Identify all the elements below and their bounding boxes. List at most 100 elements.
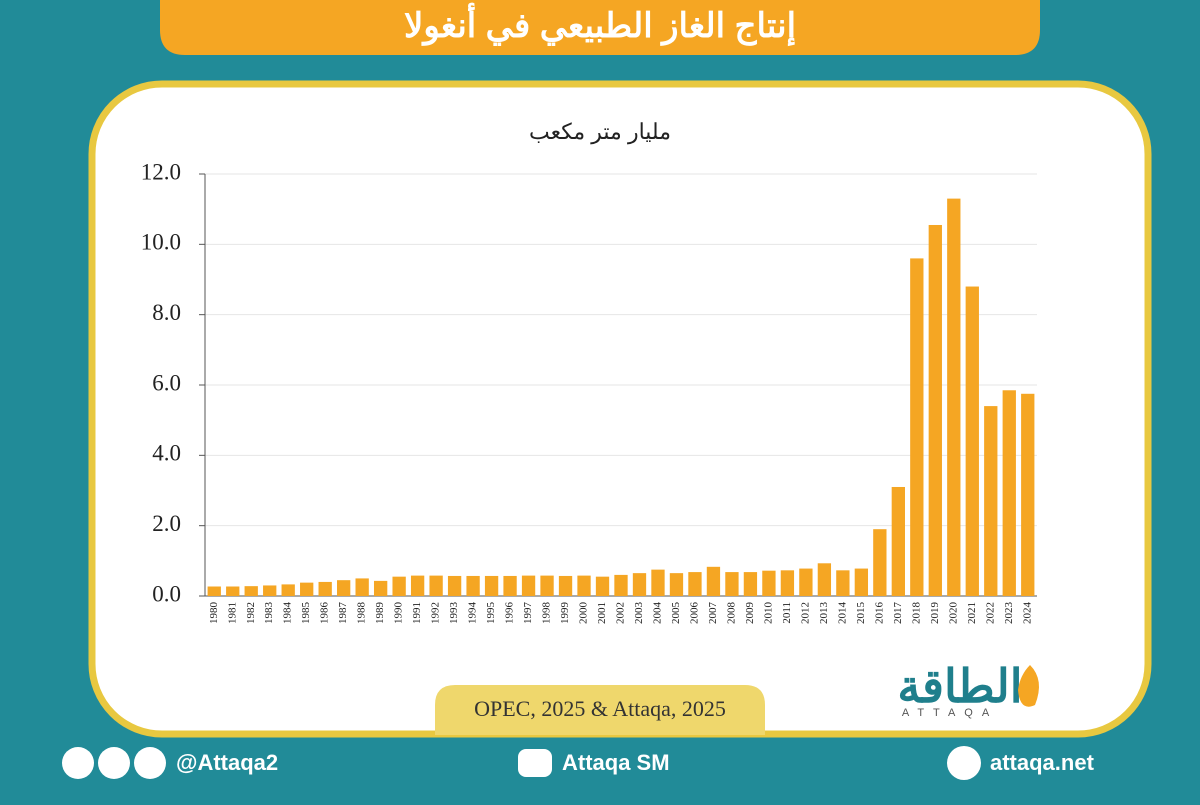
social-icons (62, 746, 981, 780)
bar (799, 568, 813, 596)
bar (595, 576, 610, 596)
x-tick-label: 2010 (762, 602, 774, 625)
instagram-icon (98, 747, 130, 779)
unit-label: مليار متر مكعب (529, 119, 671, 145)
bar (947, 198, 961, 596)
y-tick-label: 8.0 (152, 300, 181, 325)
bar (854, 568, 869, 596)
bar (651, 569, 665, 596)
logo-arabic: الطاقة (897, 660, 1022, 712)
x-tick-label: 1981 (226, 602, 238, 624)
y-tick-label: 10.0 (141, 230, 181, 255)
bar (540, 575, 554, 596)
x-tick-label: 2001 (596, 602, 608, 624)
x-tick-label: 1998 (541, 602, 553, 625)
bar (429, 575, 443, 596)
x-tick-label: 1999 (559, 602, 571, 625)
x-tick-label: 1989 (374, 602, 386, 625)
x-tick-label: 1984 (282, 602, 294, 625)
x-tick-label: 1994 (467, 602, 479, 625)
x-tick-label: 1988 (356, 602, 368, 625)
bar (447, 575, 462, 596)
bar (965, 286, 979, 596)
bar (226, 586, 240, 596)
x-tick-label: 2020 (947, 602, 959, 625)
bar (410, 575, 425, 596)
bar (910, 258, 924, 596)
website: attaqa.net (990, 750, 1095, 775)
x-tick-label: 2021 (966, 602, 978, 624)
bar (762, 570, 776, 596)
bar (706, 566, 721, 596)
bar (521, 575, 536, 596)
bar (244, 586, 258, 596)
source-pill (435, 685, 765, 735)
x-tick-label: 1980 (208, 602, 220, 625)
x-tick-label: 2013 (818, 602, 830, 625)
x-tick-label: 2002 (615, 602, 627, 624)
bar (207, 586, 221, 596)
bar (632, 573, 647, 596)
youtube-handle: Attaqa SM (562, 750, 670, 775)
x-tick-label: 1985 (300, 602, 312, 625)
bar (373, 580, 388, 596)
bar (614, 574, 628, 596)
y-tick-label: 4.0 (152, 441, 181, 466)
bar (817, 563, 832, 596)
bar (466, 575, 480, 596)
bar (1021, 393, 1035, 596)
bar (577, 575, 591, 596)
youtube-icon (518, 749, 552, 777)
bar (836, 570, 850, 596)
bar (873, 529, 887, 596)
x-tick-label: 1997 (522, 602, 534, 625)
bar (984, 406, 998, 596)
x-tick-label: 2024 (1021, 602, 1033, 625)
bar (484, 575, 499, 596)
bar (300, 582, 314, 596)
bar (263, 585, 277, 596)
x-tick-label: 2009 (744, 602, 756, 625)
y-tick-label: 0.0 (152, 581, 181, 606)
y-tick-label: 2.0 (152, 511, 181, 536)
globe-icon (947, 746, 981, 780)
x-tick-label: 2003 (633, 602, 645, 625)
x-tick-label: 1983 (263, 602, 275, 625)
y-tick-label: 6.0 (152, 370, 181, 395)
title-banner (160, 0, 1040, 55)
bar (669, 573, 684, 596)
x-tick-label: 1986 (319, 602, 331, 625)
x-tick-label: 2014 (836, 602, 848, 625)
y-tick-label: 12.0 (141, 159, 181, 184)
x-tick-label: 2000 (578, 602, 590, 625)
bar (503, 575, 517, 596)
x-tick-label: 1990 (393, 602, 405, 625)
bar (743, 572, 758, 596)
social-handle: @Attaqa2 (176, 750, 278, 775)
x-tick-label: 1991 (411, 602, 423, 624)
bar (355, 578, 369, 596)
x-tick-label: 2018 (910, 602, 922, 625)
x-tick-label: 2022 (984, 602, 996, 624)
x-tick-label: 2004 (652, 602, 664, 625)
x-tick-label: 2015 (855, 602, 867, 625)
x-tick-label: 1996 (504, 602, 516, 625)
bar (318, 581, 332, 596)
x-tick-label: 2007 (707, 602, 719, 625)
bar (688, 572, 702, 596)
x-tick-label: 2017 (892, 602, 904, 625)
x-tick-label: 2008 (725, 602, 737, 625)
chart-title: إنتاج الغاز الطبيعي في أنغولا (404, 3, 796, 46)
bar (558, 575, 573, 596)
x-tick-label: 1987 (337, 602, 349, 625)
logo-drop (1018, 665, 1039, 707)
bar (928, 224, 942, 596)
bar (392, 576, 406, 596)
x-icon (62, 747, 94, 779)
x-tick-label: 2016 (873, 602, 885, 625)
bar (725, 572, 739, 596)
x-tick-label: 2012 (799, 602, 811, 624)
x-tick-label: 2006 (688, 602, 700, 625)
bar (337, 580, 351, 596)
bar (891, 486, 905, 596)
